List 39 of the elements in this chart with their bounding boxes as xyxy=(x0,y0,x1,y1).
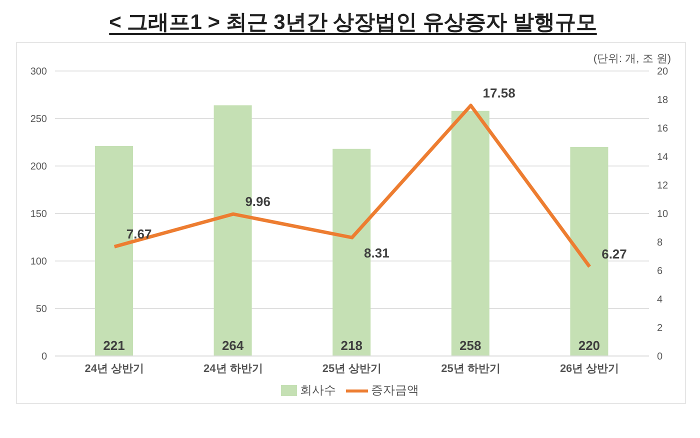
y2-tick-label: 16 xyxy=(657,124,669,135)
line-series xyxy=(112,104,592,268)
data-label: 221 xyxy=(103,338,125,353)
y-tick-label: 150 xyxy=(30,209,48,220)
legend-label: 회사수 xyxy=(300,382,336,399)
y2-tick-label: 8 xyxy=(657,238,663,249)
x-tick-label: 24년 하반기 xyxy=(204,362,263,375)
text: (단위: 개, 조 원) xyxy=(593,52,671,66)
y2-tick-label: 14 xyxy=(657,152,669,164)
x-tick-label: 24년 상반기 xyxy=(84,362,144,375)
x-tick-label: 25년 상반기 xyxy=(322,362,382,375)
y-tick-label: 300 xyxy=(30,66,48,78)
chart-title: < 그래프1 > 최근 3년간 상장법인 유상증자 발행규모 xyxy=(109,11,597,34)
data-label: 220 xyxy=(578,338,600,353)
y2-tick-label: 4 xyxy=(657,294,663,306)
data-label: 264 xyxy=(222,338,244,353)
x-tick-label: 26년 상반기 xyxy=(560,362,620,375)
y-tick-label: 250 xyxy=(30,114,48,126)
data-label: 6.27 xyxy=(602,246,627,262)
bar xyxy=(451,110,490,356)
y-tick-label: 50 xyxy=(36,304,48,316)
y2-tick-label: 20 xyxy=(657,66,669,78)
y-tick-label: 0 xyxy=(41,352,48,363)
y2-tick-label: 12 xyxy=(657,180,669,192)
data-label: 218 xyxy=(340,338,362,353)
y2-tick-label: 10 xyxy=(657,209,669,220)
data-label: 7.67 xyxy=(126,226,152,242)
data-label: 258 xyxy=(460,338,482,353)
y-tick-label: 100 xyxy=(30,256,48,268)
data-label: 8.31 xyxy=(364,246,390,261)
y2-tick-label: 18 xyxy=(657,95,669,106)
y2-tick-label: 6 xyxy=(657,266,663,278)
x-tick-label: 25년 하반기 xyxy=(441,362,500,375)
data-label: 9.96 xyxy=(245,194,271,210)
legend-label: 증자금액 xyxy=(371,382,419,399)
y2-tick-label: 0 xyxy=(657,352,663,363)
data-label: 17.58 xyxy=(482,85,516,100)
y-tick-label: 200 xyxy=(30,162,48,173)
y2-tick-label: 2 xyxy=(657,323,663,334)
